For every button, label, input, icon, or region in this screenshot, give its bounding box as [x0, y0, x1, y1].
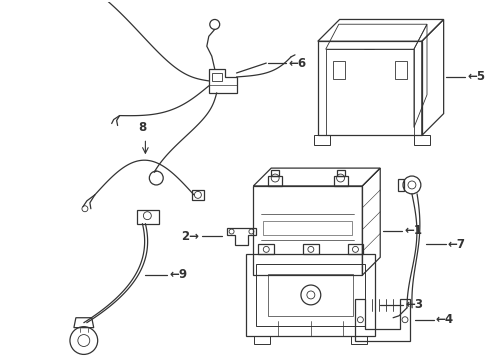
Bar — [394, 61, 406, 79]
Text: ←7: ←7 — [447, 238, 465, 251]
Bar — [256, 264, 365, 326]
Bar — [336, 170, 344, 176]
Bar — [137, 210, 159, 224]
Bar — [271, 170, 279, 176]
Bar — [333, 176, 347, 186]
Bar — [263, 221, 352, 235]
Bar — [192, 190, 203, 200]
Bar — [253, 186, 362, 275]
Bar — [211, 73, 221, 81]
Bar — [268, 274, 353, 316]
Text: ←4: ←4 — [435, 313, 453, 326]
Text: ←9: ←9 — [169, 269, 187, 282]
Bar — [332, 61, 344, 79]
Text: ←5: ←5 — [467, 71, 485, 84]
Bar — [325, 49, 413, 135]
Text: ←1: ←1 — [403, 224, 421, 237]
Text: 2→: 2→ — [181, 230, 199, 243]
Bar — [347, 244, 363, 254]
Bar — [254, 336, 270, 343]
Bar — [268, 176, 282, 186]
Text: ←3: ←3 — [404, 298, 422, 311]
Bar — [351, 336, 366, 343]
Text: 8: 8 — [138, 121, 146, 134]
Bar — [317, 41, 421, 135]
Bar — [258, 244, 274, 254]
Text: ←6: ←6 — [287, 57, 305, 69]
Bar — [246, 254, 374, 336]
Bar — [302, 244, 318, 254]
